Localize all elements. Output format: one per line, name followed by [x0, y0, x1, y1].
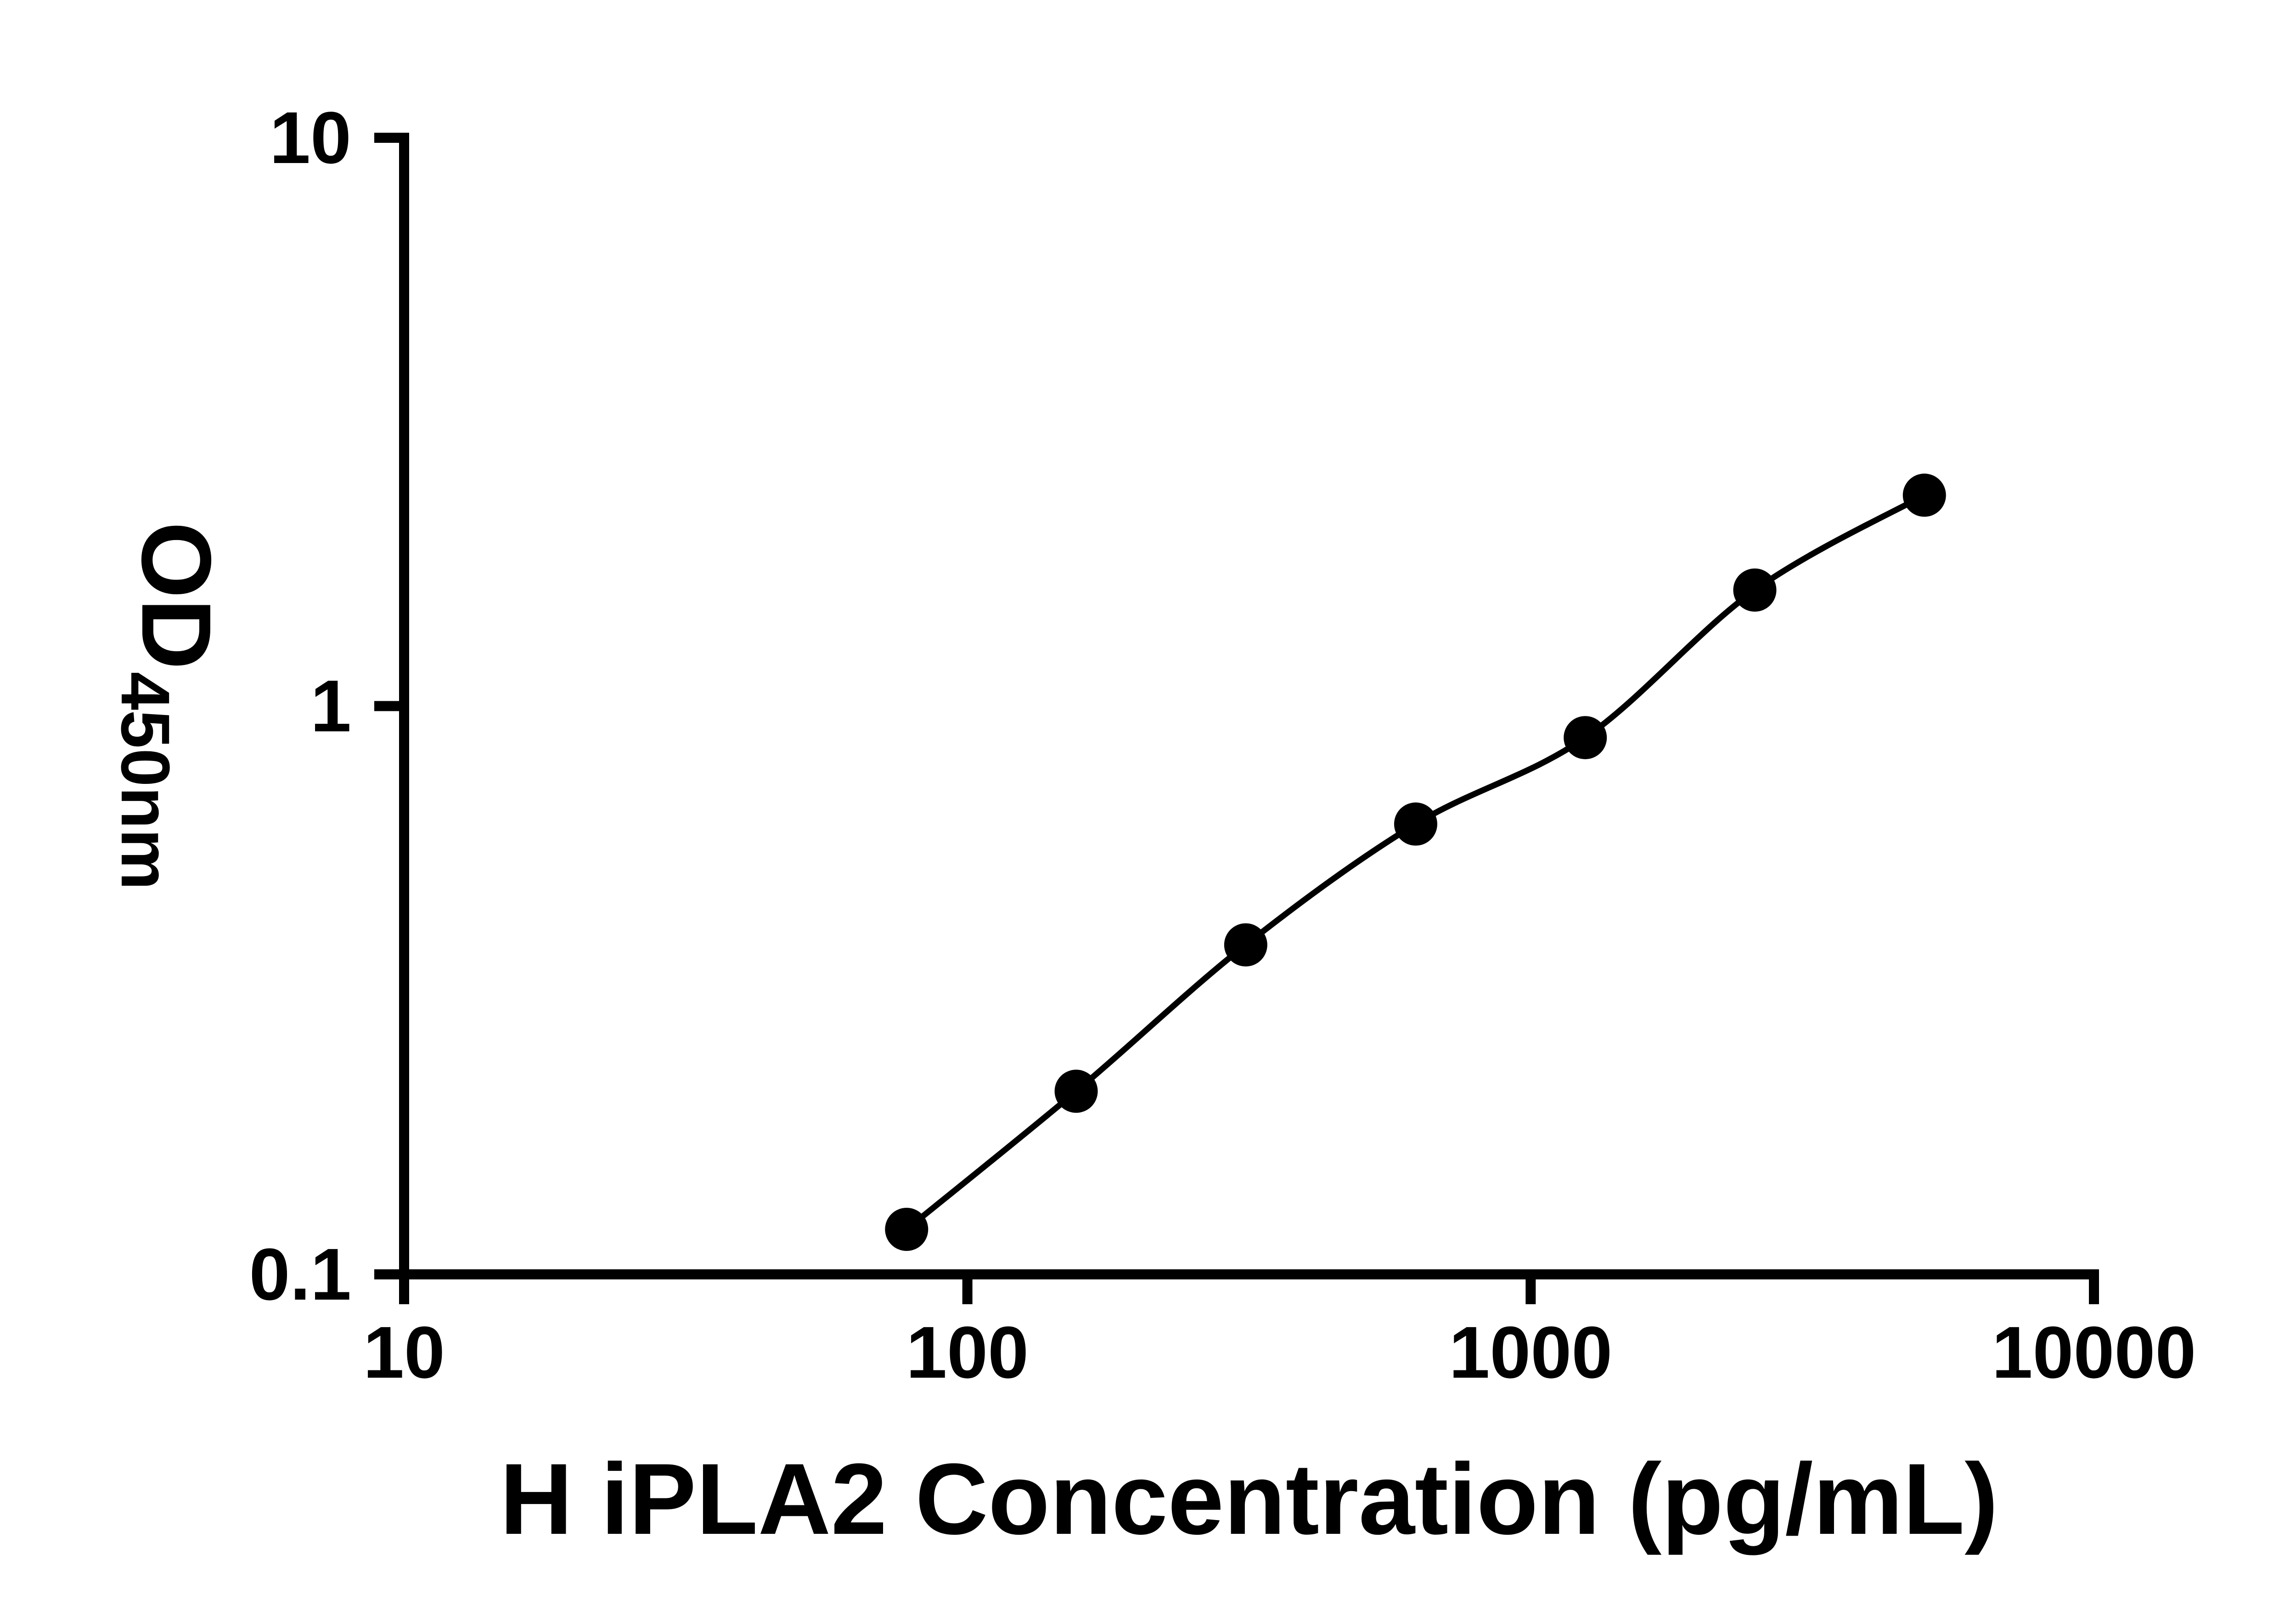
standard-curve-line — [903, 492, 1928, 1233]
data-point — [1733, 568, 1777, 612]
x-tick-label: 100 — [906, 1311, 1029, 1393]
x-tick-label: 10 — [363, 1311, 445, 1393]
y-tick-label: 1 — [310, 665, 351, 747]
data-point — [1394, 802, 1437, 846]
x-tick-label: 1000 — [1449, 1311, 1612, 1393]
data-points-group — [885, 473, 1946, 1251]
x-tick-labels-group: 10 100 1000 10000 — [363, 1311, 2196, 1393]
y-tick-label: 0.1 — [249, 1233, 351, 1315]
x-tick-label: 10000 — [1992, 1311, 2196, 1393]
data-point — [1224, 923, 1267, 967]
axes-group — [374, 133, 2099, 1304]
data-point — [1902, 473, 1946, 517]
data-point — [1564, 716, 1607, 760]
y-axis-title: OD 450nm — [107, 522, 232, 890]
y-tick-label: 10 — [270, 96, 351, 179]
x-axis-title: H iPLA2 Concentration (pg/mL) — [500, 1442, 1998, 1555]
y-tick-labels-group: 0.1 1 10 — [249, 96, 351, 1315]
y-axis-title-main: OD — [121, 522, 232, 670]
data-point — [885, 1208, 929, 1251]
y-axis-title-subscript: 450nm — [107, 672, 184, 890]
data-point — [1054, 1070, 1098, 1113]
axis-lines — [399, 133, 2099, 1279]
